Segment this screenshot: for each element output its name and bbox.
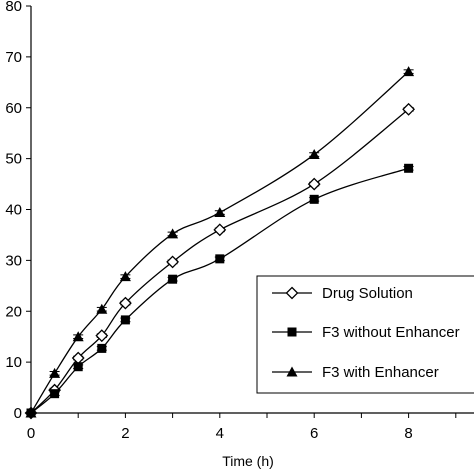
data-point-1 xyxy=(404,163,414,173)
series-line-1 xyxy=(30,167,409,414)
legend-marker xyxy=(285,286,299,300)
data-point-0 xyxy=(166,255,180,269)
data-point-1 xyxy=(97,343,107,353)
x-tick-label: 6 xyxy=(310,425,318,442)
data-point-2 xyxy=(214,207,226,218)
x-tick-label: 2 xyxy=(121,425,129,442)
axes: 0 10 20 30 40 50 60 70 80 0 2 4 6 8 xyxy=(5,0,474,442)
x-tick-label: 8 xyxy=(404,425,412,442)
data-point-0 xyxy=(118,296,132,310)
y-tick-label: 0 xyxy=(14,405,22,422)
y-tick-label: 20 xyxy=(5,303,22,320)
data-point-1 xyxy=(50,389,60,399)
data-point-2 xyxy=(72,331,84,342)
data-point-2 xyxy=(49,367,61,378)
y-tick-label: 60 xyxy=(5,100,22,117)
data-point-2 xyxy=(403,66,415,77)
data-point-2 xyxy=(96,303,108,314)
y-tick-label: 10 xyxy=(5,354,22,371)
y-tick-label: 50 xyxy=(5,151,22,168)
data-point-1 xyxy=(120,315,130,325)
data-point-1 xyxy=(215,254,225,264)
y-tick-label: 80 xyxy=(5,0,22,15)
data-point-2 xyxy=(167,228,179,239)
data-point-0 xyxy=(307,177,321,191)
legend: Drug Solution F3 without Enhancer F3 with … xyxy=(256,275,474,394)
data-point-0 xyxy=(402,102,416,116)
data-point-2 xyxy=(308,149,320,160)
plot-area xyxy=(24,66,416,420)
data-point-1 xyxy=(168,274,178,284)
data-point-0 xyxy=(213,223,227,237)
y-tick-label: 70 xyxy=(5,49,22,66)
legend-label: Drug Solution xyxy=(322,285,413,302)
y-tick-label: 30 xyxy=(5,252,22,269)
y-tick-label: 40 xyxy=(5,202,22,219)
legend-label: F3 with Enhancer xyxy=(322,364,439,381)
legend-marker xyxy=(287,327,297,337)
x-tick-label: 0 xyxy=(27,425,35,442)
data-point-1 xyxy=(73,362,83,372)
data-point-0 xyxy=(95,329,109,343)
legend-marker xyxy=(286,366,298,377)
data-point-2 xyxy=(119,271,131,282)
x-axis-title: Time (h) xyxy=(222,453,274,469)
legend-label: F3 without Enhancer xyxy=(322,324,460,341)
x-tick-label: 4 xyxy=(216,425,224,442)
data-point-1 xyxy=(309,194,319,204)
